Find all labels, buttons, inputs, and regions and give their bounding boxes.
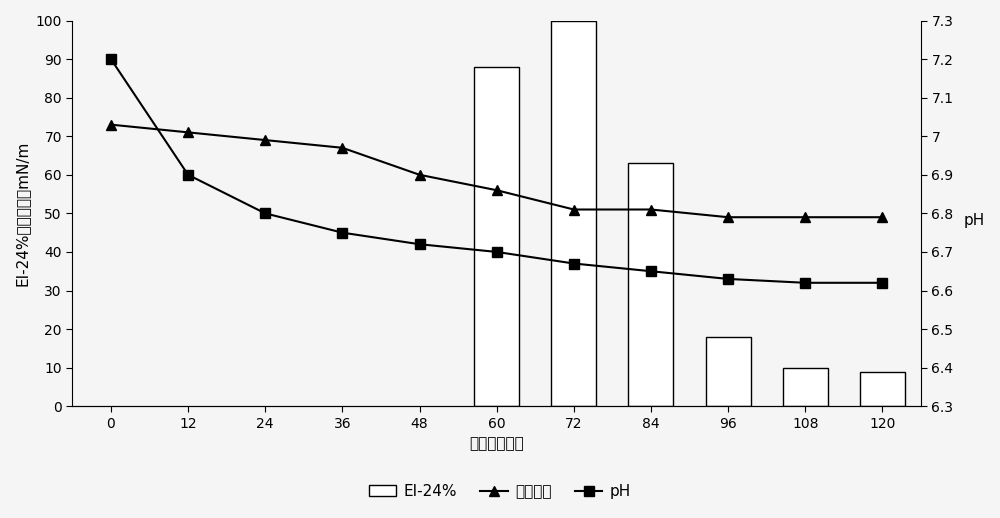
pH xyxy=(259,210,271,217)
pH xyxy=(645,268,657,275)
表面张力 xyxy=(722,214,734,220)
pH xyxy=(105,56,117,62)
表面张力 xyxy=(259,137,271,143)
Line: 表面张力: 表面张力 xyxy=(106,120,887,222)
pH xyxy=(568,261,580,267)
Y-axis label: EI-24%，表面张力mN/m: EI-24%，表面张力mN/m xyxy=(15,141,30,286)
表面张力 xyxy=(645,206,657,212)
Bar xyxy=(628,163,673,406)
pH xyxy=(182,171,194,178)
Line: pH: pH xyxy=(106,54,887,287)
表面张力 xyxy=(414,171,426,178)
Legend: EI-24%, 表面张力, pH: EI-24%, 表面张力, pH xyxy=(363,478,637,505)
表面张力 xyxy=(491,187,503,193)
表面张力 xyxy=(336,145,348,151)
Bar xyxy=(783,368,828,406)
pH xyxy=(336,229,348,236)
pH xyxy=(722,276,734,282)
Y-axis label: pH: pH xyxy=(964,213,985,228)
pH xyxy=(491,249,503,255)
表面张力 xyxy=(182,130,194,136)
表面张力 xyxy=(799,214,811,220)
Bar xyxy=(551,21,596,406)
pH xyxy=(414,241,426,247)
Bar xyxy=(706,337,751,406)
表面张力 xyxy=(876,214,888,220)
表面张力 xyxy=(105,122,117,128)
Bar xyxy=(860,371,905,406)
X-axis label: 时间（小时）: 时间（小时） xyxy=(469,436,524,451)
pH xyxy=(876,280,888,286)
pH xyxy=(799,280,811,286)
表面张力 xyxy=(568,206,580,212)
Bar xyxy=(474,67,519,406)
